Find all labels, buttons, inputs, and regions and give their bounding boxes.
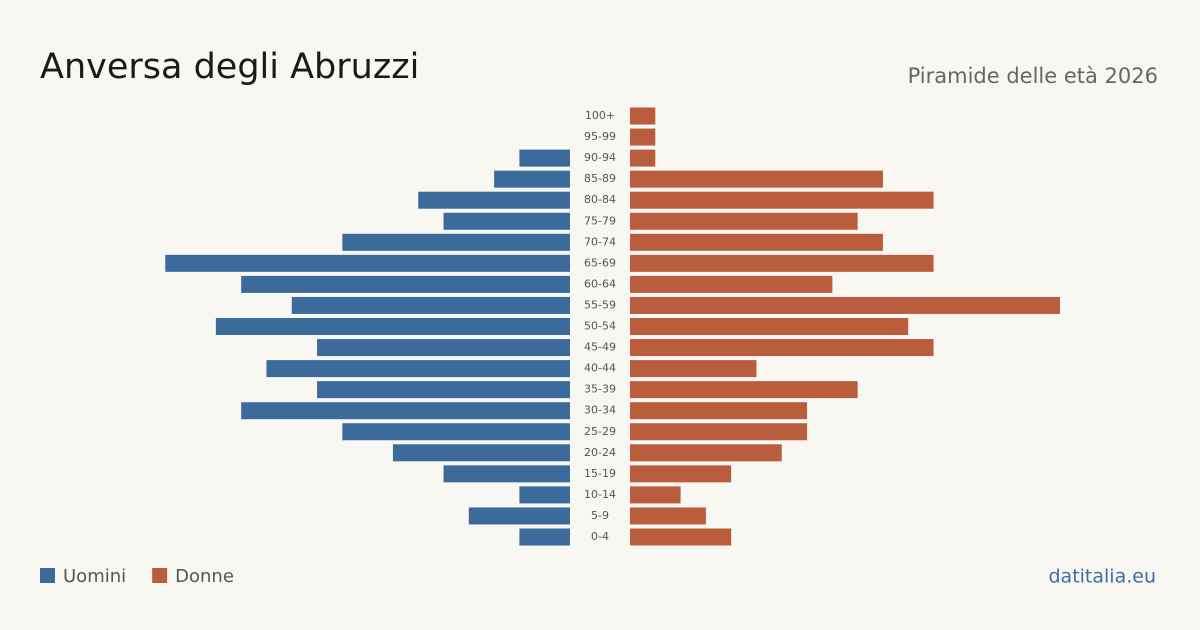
age-label: 45-49 [584,341,616,354]
male-bar [468,507,570,525]
age-label: 90-94 [584,151,616,164]
age-label: 25-29 [584,425,616,438]
age-label: 20-24 [584,446,616,459]
female-bar [630,444,782,462]
female-bar [630,528,732,546]
female-bar [630,486,681,504]
legend-label: Uomini [63,566,126,587]
age-label: 80-84 [584,193,616,206]
female-bar [630,381,858,399]
source: datitalia.eu [1049,566,1157,588]
male-bar [317,339,570,357]
male-bar [165,254,570,272]
female-bar [630,507,706,525]
male-bar [241,402,571,420]
female-bar [630,128,656,146]
male-bar [342,423,570,441]
legend-swatch [152,568,168,583]
age-label: 15-19 [584,467,616,480]
male-bar [519,486,570,504]
male-bar [291,296,570,314]
male-bar [241,275,571,293]
female-bar [630,254,934,272]
age-label: 75-79 [584,214,616,227]
male-bar [215,318,570,335]
male-bar [519,149,570,167]
age-label: 35-39 [584,383,616,396]
female-bar [630,170,883,188]
age-label: 95-99 [584,130,616,143]
age-label: 10-14 [584,488,616,501]
chart-title: Anversa degli Abruzzi [40,47,419,87]
legend-label: Donne [175,566,234,587]
age-label: 65-69 [584,256,616,269]
age-label: 50-54 [584,320,616,333]
age-label: 40-44 [584,362,616,375]
male-bar [519,528,570,546]
male-bar [418,191,570,209]
age-label: 85-89 [584,172,616,185]
female-bar [630,233,883,251]
male-bar [392,444,570,462]
female-bar [630,107,656,125]
female-bar [630,191,934,209]
female-bar [630,318,909,335]
female-bar [630,402,808,420]
male-bar [443,212,570,230]
chart-subtitle: Piramide delle età 2026 [908,64,1158,88]
male-bar [266,360,570,378]
legend-swatch [40,568,55,583]
age-label: 55-59 [584,298,616,311]
age-label: 0-4 [591,530,609,543]
male-bar [443,465,570,483]
age-label: 100+ [585,109,615,122]
female-bar [630,423,808,441]
age-label: 70-74 [584,235,616,248]
male-bar [317,381,570,399]
age-label: 60-64 [584,277,616,290]
age-label: 5-9 [591,509,609,522]
female-bar [630,212,858,230]
female-bar [630,465,732,483]
male-bar [342,233,570,251]
female-bar [630,296,1060,314]
female-bar [630,275,833,293]
female-bar [630,339,934,357]
female-bar [630,360,757,378]
female-bar [630,149,656,167]
age-label: 30-34 [584,404,616,417]
male-bar [494,170,570,188]
